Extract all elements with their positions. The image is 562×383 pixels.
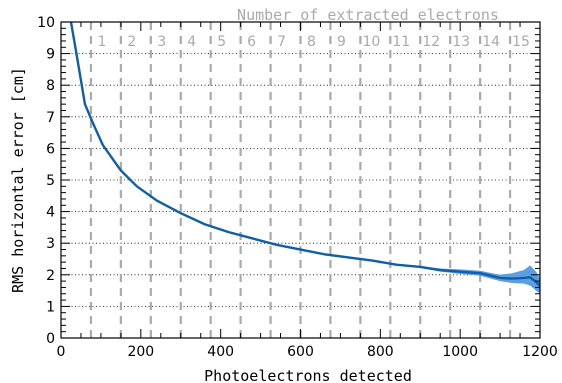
- electron-label-1: 1: [97, 34, 106, 50]
- electron-label-8: 8: [307, 34, 316, 50]
- electron-label-5: 5: [217, 34, 226, 50]
- y-tick-label-10: 10: [37, 15, 55, 31]
- electron-label-14: 14: [482, 34, 500, 50]
- horizontal-grid: [61, 53, 540, 307]
- electron-label-2: 2: [127, 34, 136, 50]
- y-tick-label-2: 2: [46, 268, 55, 284]
- chart-title: Number of extracted electrons: [237, 6, 499, 24]
- electron-label-3: 3: [157, 34, 166, 50]
- x-tick-label-1: 200: [127, 344, 154, 360]
- electron-label-10: 10: [362, 34, 380, 50]
- y-tick-label-6: 6: [46, 141, 55, 157]
- electron-label-7: 7: [277, 34, 286, 50]
- y-tick-label-5: 5: [46, 173, 55, 189]
- x-tick-label-6: 1200: [522, 344, 558, 360]
- y-tick-label-7: 7: [46, 110, 55, 126]
- y-axis-title: RMS horizontal error [cm]: [9, 67, 27, 293]
- series-line-0: [69, 21, 541, 287]
- x-tick-labels: 0 200 400 600 800 1000 1200: [57, 344, 558, 360]
- y-tick-label-8: 8: [46, 78, 55, 94]
- y-tick-label-3: 3: [46, 236, 55, 252]
- y-tick-label-9: 9: [46, 47, 55, 63]
- x-tick-label-0: 0: [57, 344, 66, 360]
- electron-label-13: 13: [452, 34, 470, 50]
- electron-markers: [89, 22, 512, 338]
- electron-label-9: 9: [337, 34, 346, 50]
- y-tick-label-4: 4: [46, 205, 55, 221]
- y-tick-label-1: 1: [46, 299, 55, 315]
- electron-label-15: 15: [512, 34, 530, 50]
- x-axis-title: Photoelectrons detected: [204, 367, 412, 383]
- x-tick-label-4: 800: [367, 344, 394, 360]
- series-line: [69, 21, 541, 287]
- y-tick-labels: 0 1 2 3 4 5 6 7 8 9 10: [37, 15, 55, 347]
- electron-label-6: 6: [247, 34, 256, 50]
- x-tick-label-3: 600: [287, 344, 314, 360]
- electron-label-11: 11: [392, 34, 410, 50]
- axis-ticks: [60, 21, 541, 339]
- electron-count-labels: 1 2 3 4 5 6 7 8 9 10 11 12 13 14 15: [97, 34, 530, 50]
- electron-label-12: 12: [422, 34, 440, 50]
- x-tick-label-5: 1000: [442, 344, 478, 360]
- y-tick-label-0: 0: [46, 331, 55, 347]
- electron-label-4: 4: [187, 34, 196, 50]
- x-tick-label-2: 400: [207, 344, 234, 360]
